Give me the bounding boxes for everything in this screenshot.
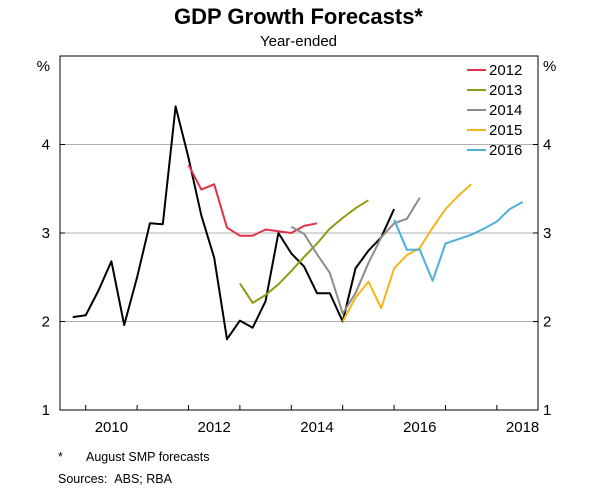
sources-text: ABS; RBA	[114, 472, 172, 486]
series-lines	[72, 105, 524, 341]
legend-label-2013: 2013	[489, 82, 522, 99]
y-tick-label-right: 2	[543, 314, 551, 331]
legend-label-2014: 2014	[489, 102, 522, 119]
series-line-2016	[393, 201, 524, 282]
y-tick-label-left: 1	[42, 402, 50, 419]
y-tick-label-right: 1	[543, 402, 551, 419]
legend-label-2015: 2015	[489, 122, 522, 139]
sources-label: Sources:	[58, 472, 108, 486]
chart-title: GDP Growth Forecasts*	[174, 4, 423, 29]
series-line-actual	[72, 105, 396, 341]
y-tick-label-left: 2	[42, 314, 50, 331]
x-tick-label-2014: 2014	[300, 419, 333, 436]
series-line-2014	[290, 197, 421, 315]
legend: 2012 2013 2014 2015 2016	[467, 62, 522, 159]
series-line-2012	[187, 164, 318, 237]
legend-label-2012: 2012	[489, 62, 522, 79]
y-tick-label-left: 4	[42, 137, 50, 154]
series-line-2013	[239, 199, 369, 304]
y-axis-label-right: %	[543, 58, 556, 75]
footnote-text: August SMP forecasts	[86, 450, 210, 464]
x-tick-label-2018: 2018	[506, 419, 539, 436]
series-line-2015	[341, 183, 472, 322]
x-tick-label-2016: 2016	[403, 419, 436, 436]
footnote-mark: *	[58, 450, 63, 464]
y-axis-label-left: %	[37, 58, 50, 75]
y-tick-label-left: 3	[42, 225, 50, 242]
gdp-growth-chart: 1 12 23 34 4% %2010 2012 2014 2016 2018 201220132…	[37, 55, 557, 436]
x-tick-label-2012: 2012	[198, 419, 231, 436]
y-tick-label-right: 3	[543, 225, 551, 242]
x-tick-label-2010: 2010	[95, 419, 128, 436]
gridlines	[60, 144, 538, 322]
chart-subtitle: Year-ended	[259, 33, 337, 50]
axes: 1 1 2 2 3 3 4 4% % 2010 2012 2014 2016 2018	[37, 58, 557, 436]
sources-note: Sources: ABS; RBA	[58, 472, 172, 486]
legend-label-2016: 2016	[489, 142, 522, 159]
y-tick-label-right: 4	[543, 137, 551, 154]
footnote: * August SMP forecasts	[58, 450, 209, 464]
